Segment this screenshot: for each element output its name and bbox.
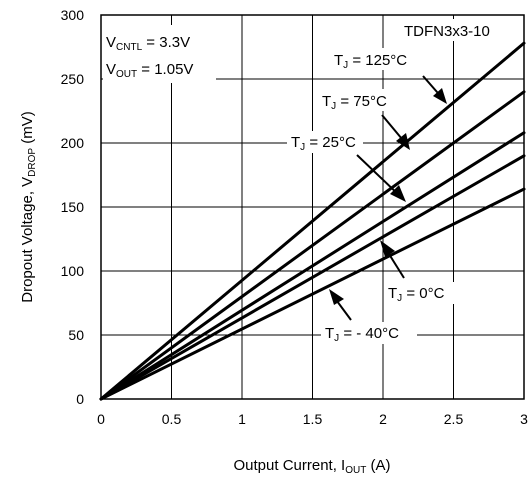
series-line-2	[99, 131, 526, 401]
arrow-75	[381, 114, 410, 150]
condition-vout: VOUT = 1.05V	[106, 61, 193, 80]
y-tick-label: 300	[61, 7, 85, 23]
x-tick-label: 0	[97, 411, 105, 427]
x-tick-label: 3	[520, 411, 528, 427]
arrow-25	[356, 154, 406, 202]
arrow-125	[422, 75, 447, 104]
x-tick-label: 1.5	[303, 411, 323, 427]
y-tick-label: 100	[61, 263, 85, 279]
label-tj-125: TJ = 125°C	[334, 52, 407, 71]
x-tick-label: 2	[379, 411, 387, 427]
package-label: TDFN3x3-10	[404, 23, 490, 40]
y-tick-label: 50	[68, 327, 84, 343]
label-25-bg	[287, 131, 363, 153]
y-tick-label: 200	[61, 135, 85, 151]
series-line-1	[99, 90, 526, 401]
conditions-box-bg	[103, 25, 216, 83]
label-m40-bg	[321, 322, 417, 344]
y-tick-label: 0	[76, 391, 84, 407]
label-tj-75: TJ = 75°C	[322, 93, 387, 112]
x-tick-label: 2.5	[444, 411, 464, 427]
series-line-3	[99, 154, 526, 401]
y-axis-title: Dropout Voltage, VDROP (mV)	[19, 111, 38, 303]
label-tj-25: TJ = 25°C	[291, 134, 356, 153]
condition-vcntl: VCNTL = 3.3V	[106, 34, 190, 53]
series-line-0	[99, 41, 526, 401]
label-tj-0: TJ = 0°C	[388, 285, 445, 304]
series-line-4	[99, 187, 526, 401]
label-75-bg	[318, 89, 394, 111]
x-tick-label: 0.5	[162, 411, 182, 427]
x-tick-label: 1	[238, 411, 246, 427]
label-tj-minus40: TJ = - 40°C	[325, 325, 399, 344]
x-axis-title: Output Current, IOUT (A)	[234, 457, 391, 476]
y-tick-label: 250	[61, 71, 85, 87]
series-lines	[99, 41, 526, 401]
package-label-bg	[398, 19, 514, 41]
arrow-0	[380, 240, 405, 279]
y-tick-label: 150	[61, 199, 85, 215]
label-0-bg	[384, 282, 460, 304]
label-125-bg	[330, 48, 412, 70]
tick-labels: 0 0.5 1 1.5 2 2.5 3 0 50 100 150 200 250 300	[61, 7, 528, 427]
arrow-minus40	[329, 289, 352, 321]
